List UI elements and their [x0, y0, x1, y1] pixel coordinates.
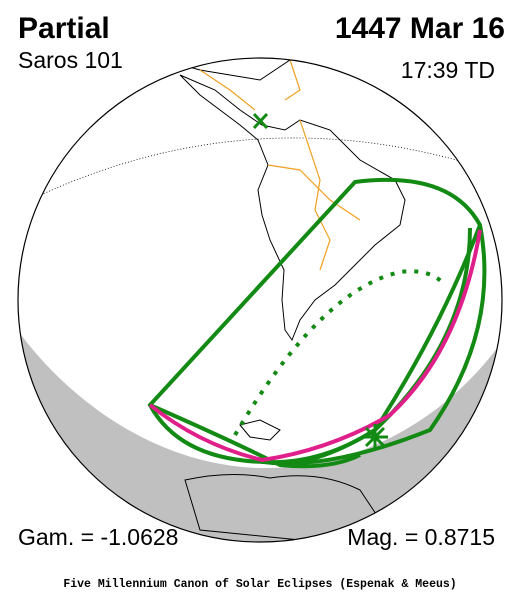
gamma: Gam. = -1.0628 — [18, 524, 178, 550]
penumbral-limit — [147, 177, 487, 466]
globe-outline — [17, 57, 503, 543]
equator — [29, 137, 502, 201]
greatest-eclipse-marker — [362, 424, 388, 450]
islands — [239, 419, 281, 441]
magnitude: Mag. = 0.8715 — [347, 524, 495, 550]
credit: Five Millennium Canon of Solar Eclipses … — [63, 578, 456, 591]
globe-content — [18, 58, 502, 542]
date: 1447 Mar 16 — [335, 12, 505, 45]
borders — [199, 59, 361, 271]
saros: Saros 101 — [18, 47, 123, 73]
max-eclipse-curve — [148, 229, 482, 463]
time: 17:39 TD — [401, 57, 495, 83]
antarctica — [184, 473, 381, 541]
south-america — [179, 74, 406, 342]
penumbral-limit — [149, 403, 361, 469]
subsolar-marker — [252, 112, 269, 130]
night-region — [18, 320, 502, 542]
eclipse-path-dotted — [233, 269, 447, 437]
title: Partial — [18, 12, 110, 45]
